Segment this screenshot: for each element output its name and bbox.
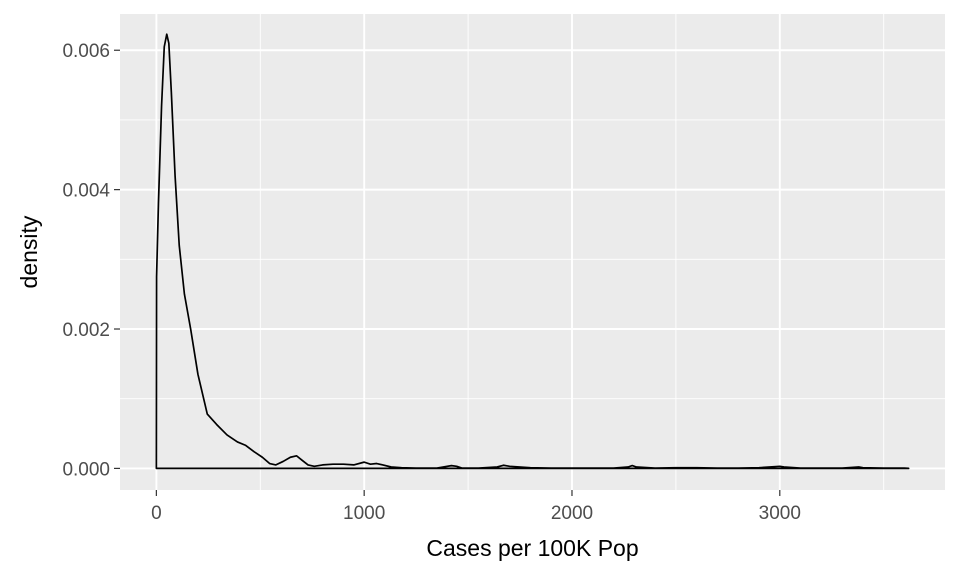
- minor-gridlines: [120, 14, 945, 490]
- x-tick-label: 1000: [343, 503, 385, 524]
- y-tick-label: 0.002: [62, 320, 110, 341]
- x-tick-label: 2000: [551, 503, 593, 524]
- series-layer: [155, 33, 910, 470]
- x-axis: 0 1000 2000 3000: [151, 490, 801, 524]
- density-curve: [155, 33, 910, 470]
- x-tick-label: 0: [151, 503, 162, 524]
- y-axis-title: density: [16, 215, 42, 288]
- y-tick-label: 0.004: [62, 181, 110, 202]
- x-tick-label: 3000: [759, 503, 801, 524]
- y-tick-label: 0.000: [62, 459, 110, 480]
- y-axis: 0.000 0.002 0.004 0.006: [62, 41, 120, 480]
- y-tick-label: 0.006: [62, 41, 110, 62]
- plot-panel: [120, 14, 945, 490]
- x-axis-title: Cases per 100K Pop: [426, 535, 638, 561]
